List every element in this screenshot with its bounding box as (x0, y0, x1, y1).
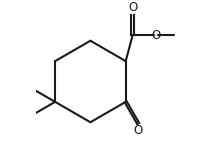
Text: O: O (152, 29, 161, 42)
Text: O: O (128, 1, 137, 14)
Text: O: O (134, 124, 143, 137)
